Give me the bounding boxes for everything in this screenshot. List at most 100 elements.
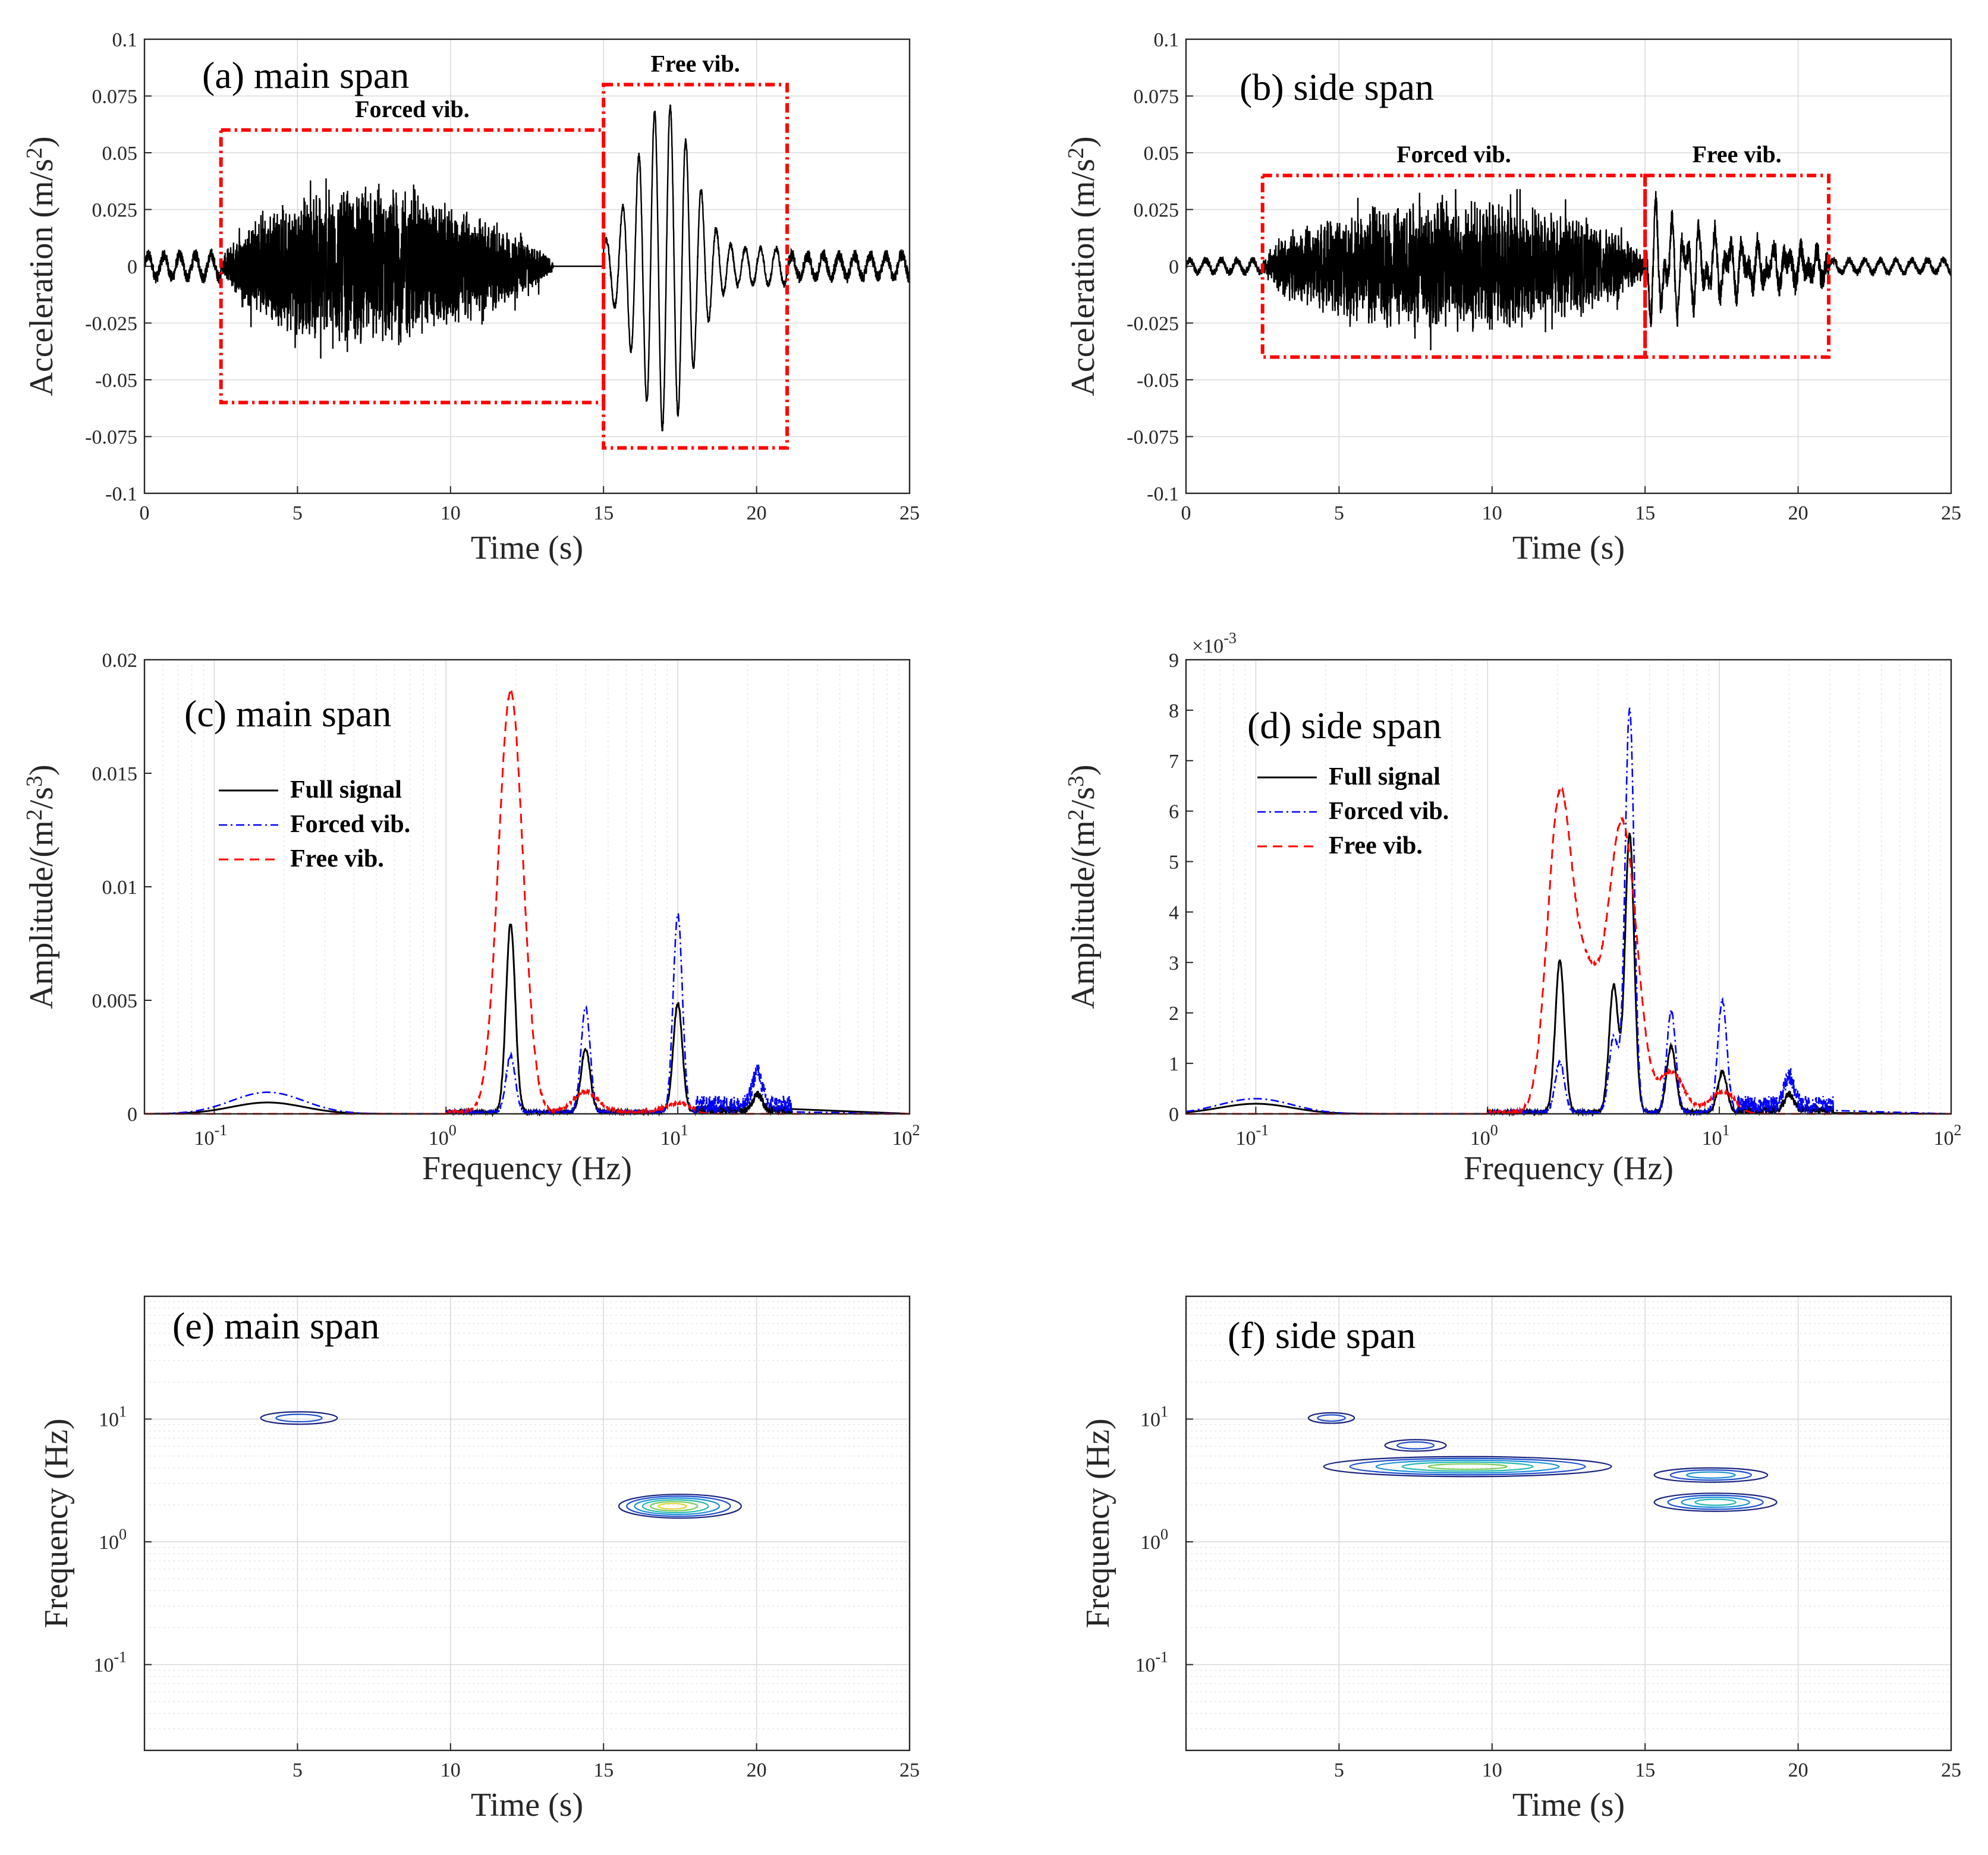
y-tick-label: -0.075 — [85, 427, 137, 449]
y-tick-label: -0.1 — [1147, 483, 1179, 505]
contour-level — [1323, 1456, 1612, 1478]
x-tick-label: 10 — [1482, 502, 1502, 524]
y-tick-label: 10-1 — [1135, 1649, 1168, 1677]
contour-level — [1667, 1494, 1764, 1510]
contour-level — [1307, 1412, 1355, 1424]
contour-level — [1669, 1469, 1753, 1481]
y-axis-label: Amplitude/(m2/s3) — [1064, 764, 1102, 1009]
x-tick-label: 10 — [1482, 1759, 1502, 1781]
x-tick-label: 15 — [593, 1759, 614, 1781]
y-tick-label: 101 — [99, 1403, 127, 1431]
y-tick-label: -0.05 — [95, 370, 137, 392]
contour-level — [618, 1494, 742, 1519]
x-axis-label: Frequency (Hz) — [1464, 1150, 1674, 1187]
acceleration-trace — [1185, 189, 1952, 351]
vibration-window-box — [1260, 174, 1647, 359]
x-axis-label: Time (s) — [471, 530, 583, 566]
legend-label: Free vib. — [290, 845, 384, 873]
axes-border — [143, 659, 911, 1115]
contour-level — [1427, 1463, 1508, 1470]
axis-multiplier: ×10-3 — [1192, 629, 1237, 657]
x-tick-label: 5 — [1334, 502, 1344, 524]
panel-title: (b) side span — [1240, 66, 1434, 108]
y-tick-label: 0.025 — [92, 200, 138, 222]
x-tick-label: 20 — [1788, 502, 1808, 524]
y-tick-label: -0.025 — [1127, 313, 1179, 335]
y-tick-label: 0 — [127, 1104, 137, 1126]
y-tick-label: 0.1 — [1154, 29, 1179, 51]
y-tick-label: -0.025 — [85, 313, 137, 335]
contour-level — [275, 1413, 323, 1423]
panel-title: (c) main span — [184, 692, 391, 735]
x-tick-label: 20 — [747, 1759, 767, 1781]
y-tick-label: -0.1 — [105, 483, 137, 505]
x-tick-label: 100 — [429, 1122, 457, 1149]
y-tick-label: -0.05 — [1137, 370, 1179, 392]
x-tick-label: 25 — [1941, 1759, 1961, 1781]
contour-level — [1653, 1467, 1769, 1483]
x-tick-label: 10 — [441, 502, 461, 524]
y-tick-label: 0 — [127, 256, 137, 278]
y-tick-label: 0 — [1169, 1104, 1179, 1126]
y-tick-label: 2 — [1169, 1003, 1179, 1025]
contour-level — [641, 1499, 709, 1514]
x-tick-label: 10-1 — [194, 1122, 228, 1149]
x-tick-label: 102 — [892, 1122, 920, 1149]
x-tick-label: 20 — [747, 502, 767, 524]
plot-area — [1185, 1295, 1952, 1752]
x-tick-label: 25 — [1941, 502, 1961, 524]
x-tick-label: 0 — [140, 502, 150, 524]
y-tick-label: 0.015 — [92, 763, 138, 785]
y-axis-label: Amplitude/(m2/s3) — [22, 764, 60, 1009]
y-tick-label: 1 — [1169, 1053, 1179, 1075]
x-tick-label: 10 — [441, 1759, 461, 1781]
panel-title: (f) side span — [1228, 1314, 1415, 1356]
x-tick-label: 5 — [1334, 1759, 1344, 1781]
x-tick-label: 100 — [1470, 1122, 1498, 1149]
panel-a-time-history: 0 5 10 15 20 25 -0.1 -0.075 -0.05 -0.025 0 0.025 0.0… — [22, 29, 920, 566]
contour-level — [1396, 1441, 1435, 1450]
acceleration-trace — [143, 104, 911, 432]
y-tick-label: 9 — [1169, 650, 1179, 672]
contour-level — [1375, 1459, 1560, 1474]
y-tick-label: 0 — [1169, 256, 1179, 278]
contour-level — [1653, 1492, 1778, 1512]
plot-area — [143, 659, 911, 1115]
panel-d-spectrum: 10-1 100 101 102 0 1 2 3 4 5 6 7 8 9 ×10-3 Full signal F… — [1064, 629, 1962, 1187]
axes-border — [143, 38, 911, 495]
y-tick-label: 0.05 — [102, 143, 138, 165]
x-tick-label: 15 — [593, 502, 614, 524]
spectrum-series-free-vib- — [144, 689, 910, 1117]
x-tick-label: 25 — [899, 502, 920, 524]
window-label: Free vib. — [1692, 141, 1781, 168]
contour-level — [649, 1501, 699, 1511]
vibration-window-box — [602, 83, 789, 450]
x-tick-label: 15 — [1635, 502, 1655, 524]
x-tick-label: 5 — [292, 1759, 303, 1781]
contour-level — [260, 1411, 338, 1425]
contour-level — [1401, 1461, 1534, 1472]
x-tick-label: 10-1 — [1236, 1122, 1269, 1149]
panel-b-time-history: 0 5 10 15 20 25 -0.1 -0.075 -0.05 -0.025 0 0.025 0.0… — [1064, 29, 1961, 566]
contour-level — [634, 1497, 721, 1516]
y-axis-label: Frequency (Hz) — [38, 1419, 75, 1629]
window-label: Forced vib. — [355, 96, 470, 122]
y-tick-label: 0.075 — [1134, 86, 1179, 108]
y-tick-label: 7 — [1169, 751, 1179, 773]
y-tick-label: 4 — [1169, 902, 1179, 924]
axes-border — [143, 1295, 911, 1752]
y-tick-label: 0.075 — [92, 86, 138, 108]
x-tick-label: 5 — [292, 502, 303, 524]
panel-f-time-frequency: 5 10 15 20 25 10-1 100 101 Time (s) Frequency (Hz… — [1080, 1295, 1961, 1823]
y-tick-label: 0.1 — [112, 29, 138, 51]
x-tick-label: 0 — [1181, 502, 1191, 524]
x-tick-label: 15 — [1635, 1759, 1655, 1781]
axes-border — [1185, 1295, 1952, 1752]
y-tick-label: 101 — [1140, 1403, 1168, 1431]
y-tick-label: 0.05 — [1144, 143, 1179, 165]
panel-title: (a) main span — [202, 54, 409, 96]
y-tick-label: 3 — [1169, 952, 1179, 974]
contour-level — [658, 1503, 687, 1510]
contour-level — [1685, 1471, 1736, 1479]
axes-border — [1185, 38, 1952, 495]
